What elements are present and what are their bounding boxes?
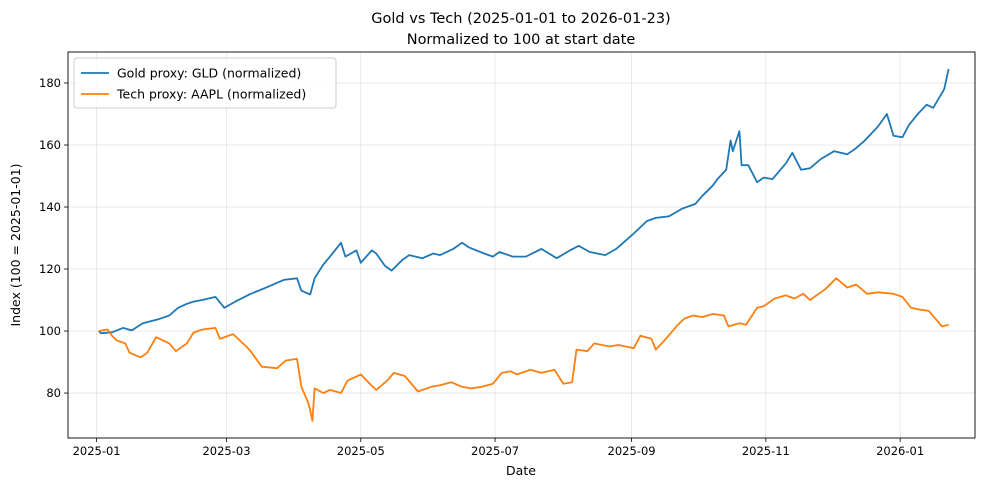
- chart-subtitle: Normalized to 100 at start date: [407, 32, 636, 48]
- x-tick-label: 2025-03: [202, 444, 250, 458]
- y-tick-label: 120: [39, 262, 61, 276]
- series-line-tech: [98, 277, 949, 422]
- chart-title: Gold vs Tech (2025-01-01 to 2026-01-23): [371, 11, 670, 27]
- axis-ticks: 2025-01 2025-03 2025-05 2025-07 2025-09 2025-…: [39, 76, 924, 458]
- series-line-gold: [98, 68, 950, 335]
- y-tick-label: 80: [46, 386, 61, 400]
- x-tick-label: 2025-01: [73, 444, 121, 458]
- y-tick-label: 160: [39, 138, 61, 152]
- y-axis-label: Index (100 = 2025-01-01): [8, 163, 23, 326]
- legend-label-gold: Gold proxy: GLD (normalized): [117, 66, 301, 81]
- x-tick-label: 2025-07: [471, 444, 519, 458]
- x-tick-label: 2026-01: [876, 444, 924, 458]
- x-tick-label: 2025-11: [742, 444, 790, 458]
- y-tick-label: 100: [39, 324, 61, 338]
- grid: [68, 52, 975, 438]
- plot-frame: [67, 51, 976, 439]
- x-tick-label: 2025-05: [337, 444, 385, 458]
- series-lines: [98, 68, 950, 422]
- x-axis-label: Date: [506, 463, 536, 478]
- y-tick-label: 180: [39, 76, 61, 90]
- y-tick-label: 140: [39, 200, 61, 214]
- legend: Gold proxy: GLD (normalized) Tech proxy:…: [73, 57, 337, 109]
- legend-label-tech: Tech proxy: AAPL (normalized): [116, 87, 306, 102]
- legend-box: [73, 57, 337, 109]
- x-tick-label: 2025-09: [608, 444, 656, 458]
